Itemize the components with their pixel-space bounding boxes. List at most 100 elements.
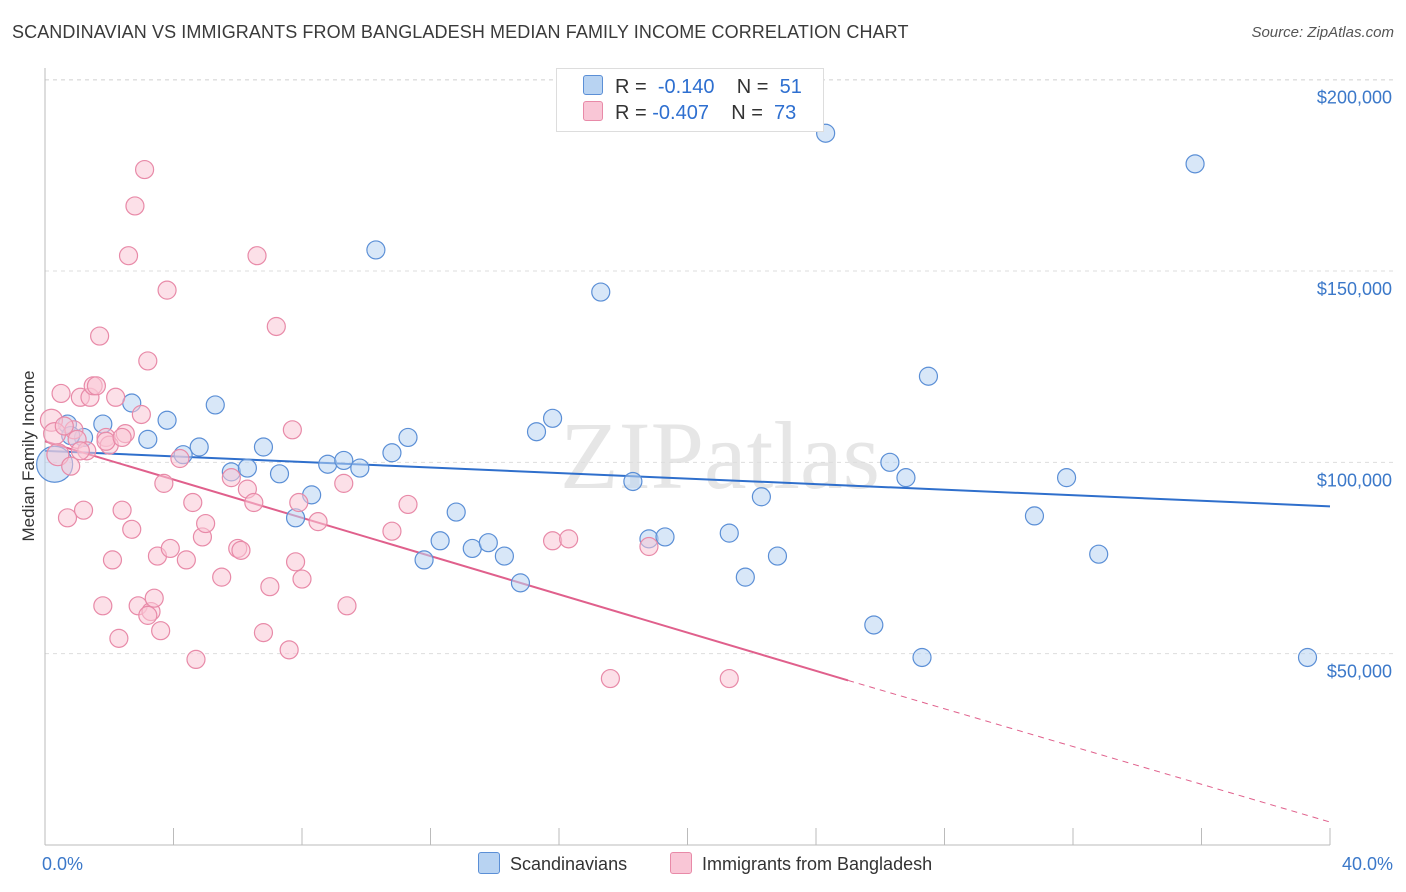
bangladesh-point xyxy=(231,540,251,560)
scandinavians-point xyxy=(318,454,338,474)
bangladesh-point xyxy=(157,280,177,300)
legend-swatch-pink xyxy=(583,101,603,121)
bangladesh-point xyxy=(289,492,309,513)
bangladesh-point xyxy=(186,649,206,670)
bangladesh-point xyxy=(542,531,563,551)
legend-n-value: 73 xyxy=(774,102,797,124)
scandinavians-point xyxy=(591,282,611,302)
bangladesh-point xyxy=(54,416,74,436)
bangladesh-point xyxy=(151,621,171,641)
scandinavians-points xyxy=(36,123,1318,668)
scandinavians-point xyxy=(157,410,177,430)
legend-r-value: -0.407 xyxy=(652,102,709,124)
bangladesh-point xyxy=(334,473,354,493)
bangladesh-point xyxy=(260,577,280,597)
scandinavians-point xyxy=(912,647,932,668)
bangladesh-point xyxy=(51,383,71,404)
scandinavians-point xyxy=(623,471,643,492)
chart-title: SCANDINAVIAN VS IMMIGRANTS FROM BANGLADE… xyxy=(12,22,909,42)
scandinavians-point xyxy=(446,502,466,522)
legend-row-scandinavians: R = -0.140 N = 51 xyxy=(583,75,802,101)
scandinavians-point xyxy=(896,468,916,488)
scandinavians-point xyxy=(398,427,418,448)
legend-r-value: -0.140 xyxy=(657,76,715,98)
bangladesh-trend-line xyxy=(44,440,849,682)
legend-r-label: R = xyxy=(615,102,647,124)
scandinavians-point xyxy=(655,527,675,547)
legend-swatch-blue xyxy=(583,75,603,95)
bangladesh-point xyxy=(154,473,174,493)
bangladesh-point xyxy=(90,326,110,346)
source-label: Source: ZipAtlas.com xyxy=(1251,24,1394,41)
bangladesh-point xyxy=(600,668,621,689)
bangladesh-point xyxy=(398,494,418,515)
bottom-swatch-pink xyxy=(670,852,692,874)
scandinavians-point xyxy=(510,573,531,593)
bottom-legend-bangladesh: Immigrants from Bangladesh xyxy=(670,852,932,875)
scandinavians-point xyxy=(767,546,788,566)
bangladesh-point xyxy=(57,508,78,528)
scandinavians-point xyxy=(1089,544,1109,564)
bangladesh-point xyxy=(73,500,94,520)
bottom-legend-label: Immigrants from Bangladesh xyxy=(702,854,933,874)
bangladesh-point xyxy=(122,519,142,539)
x-tick-label: 0.0% xyxy=(42,854,83,874)
bangladesh-point xyxy=(112,500,132,520)
bangladesh-point xyxy=(292,569,312,589)
scandinavians-point xyxy=(1024,506,1045,526)
scandinavians-point xyxy=(237,458,257,478)
bangladesh-point xyxy=(282,420,302,440)
bangladesh-point xyxy=(138,351,158,371)
scandinavians-point xyxy=(526,422,547,442)
bangladesh-point xyxy=(134,159,155,180)
scandinavians-point xyxy=(253,437,274,457)
bangladesh-point xyxy=(102,550,123,570)
bangladesh-point xyxy=(253,623,274,643)
scandinavians-point xyxy=(269,464,290,484)
bangladesh-point xyxy=(212,567,232,587)
scandinavians-point xyxy=(751,487,771,507)
bangladesh-point xyxy=(131,404,151,425)
bangladesh-point xyxy=(61,456,81,476)
legend-row-bangladesh: R = -0.407 N = 73 xyxy=(583,101,796,127)
bangladesh-point xyxy=(176,550,196,570)
tick-labels: $50,000 $100,000 $150,000 $200,000 0.0% 40.0% xyxy=(42,88,1393,874)
scandinavians-point xyxy=(1297,647,1318,668)
legend-n-label: N = xyxy=(731,102,763,124)
bangladesh-points xyxy=(39,159,739,689)
y-tick-label: $50,000 xyxy=(1327,662,1392,682)
bangladesh-point xyxy=(118,246,139,266)
bangladesh-point xyxy=(138,605,158,625)
y-tick-label: $150,000 xyxy=(1317,279,1392,299)
scandinavians-point xyxy=(334,450,354,471)
legend-n-value: 51 xyxy=(779,76,802,98)
bangladesh-point xyxy=(382,521,402,541)
bottom-legend-scandinavians: Scandinavians xyxy=(478,852,627,875)
scandinavians-point xyxy=(430,531,450,551)
bangladesh-point xyxy=(266,316,286,337)
bangladesh-point xyxy=(96,431,116,451)
bangladesh-point xyxy=(719,668,739,689)
trend-lines xyxy=(44,440,1331,823)
bangladesh-point xyxy=(70,441,90,461)
bangladesh-point xyxy=(112,427,132,448)
bangladesh-point xyxy=(109,628,129,648)
bangladesh-point xyxy=(559,529,579,549)
bangladesh-point xyxy=(639,536,659,557)
scandinavians-point xyxy=(350,458,370,478)
watermark: ZIPatlas xyxy=(560,402,880,509)
scandinavians-point xyxy=(542,408,563,428)
scandinavians-point xyxy=(494,546,514,566)
scandinavians-point xyxy=(138,429,158,449)
bangladesh-point xyxy=(170,448,190,469)
y-axis-label: Median Family Income xyxy=(19,370,38,541)
bangladesh-point xyxy=(160,538,180,559)
stats-legend: R = -0.140 N = 51 R = -0.407 N = 73 xyxy=(556,68,824,132)
y-tick-label: $200,000 xyxy=(1317,88,1392,108)
bangladesh-point xyxy=(93,596,113,616)
bangladesh-point xyxy=(308,512,328,532)
scandinavians-point xyxy=(366,240,386,260)
bottom-legend-label: Scandinavians xyxy=(510,854,628,874)
bangladesh-point xyxy=(247,246,267,266)
